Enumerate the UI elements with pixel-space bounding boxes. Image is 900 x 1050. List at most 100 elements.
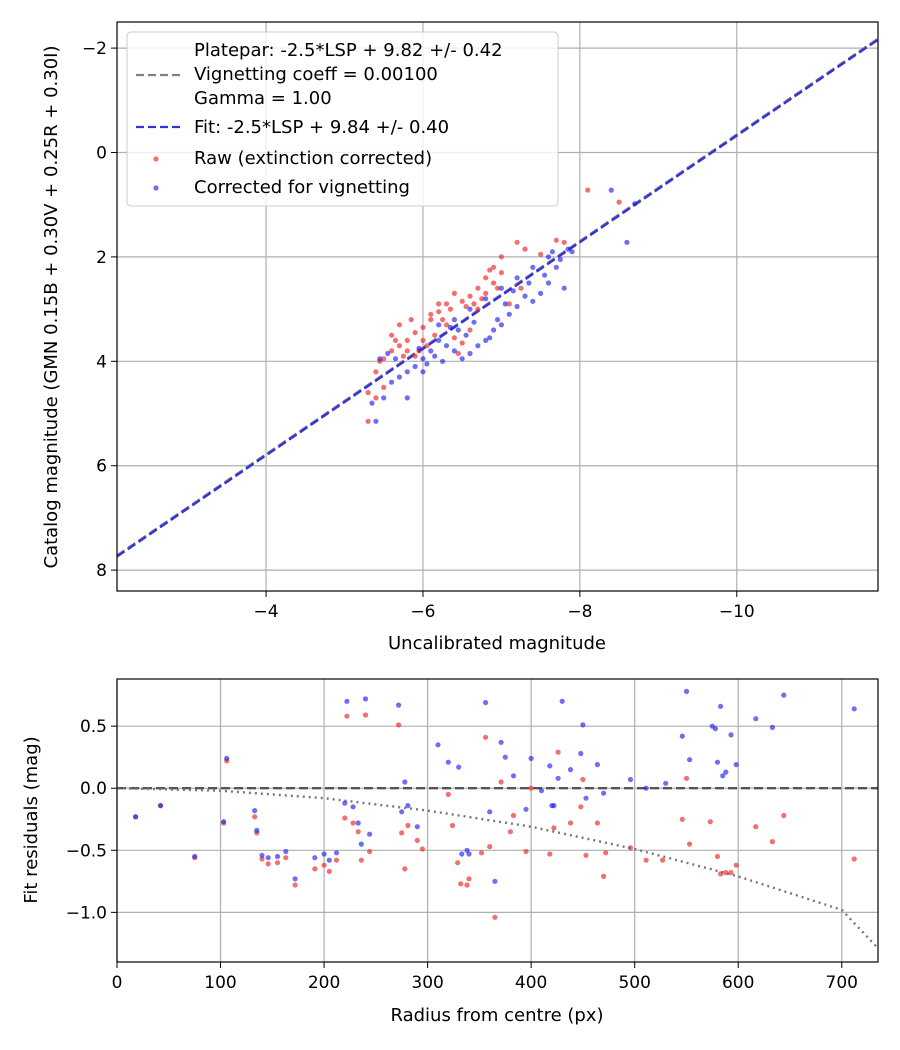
bottom-raw-point bbox=[753, 824, 759, 830]
top-raw-point bbox=[389, 332, 395, 338]
bottom-x-tick-label: 700 bbox=[826, 973, 858, 993]
bottom-raw-point bbox=[464, 882, 470, 888]
bottom-x-tick-label: 200 bbox=[308, 973, 340, 993]
top-x-tick-label: −4 bbox=[254, 602, 279, 622]
legend-box bbox=[126, 31, 559, 207]
top-raw-point bbox=[491, 280, 497, 286]
bottom-raw-point bbox=[603, 850, 609, 856]
top-corrected-point bbox=[483, 337, 489, 343]
bottom-corrected-point bbox=[559, 698, 565, 704]
bottom-raw-point bbox=[483, 734, 489, 740]
top-raw-point bbox=[389, 348, 395, 354]
legend-vignetting-label: Vignetting coeff = 0.00100 bbox=[194, 64, 438, 85]
top-corrected-point bbox=[565, 246, 571, 252]
top-corrected-point bbox=[412, 363, 418, 370]
bottom-corrected-point bbox=[851, 706, 857, 712]
bottom-raw-point bbox=[683, 775, 690, 781]
top-raw-point bbox=[459, 298, 465, 304]
top-raw-point bbox=[420, 324, 426, 330]
bottom-raw-point bbox=[781, 812, 787, 819]
top-raw-point bbox=[487, 267, 493, 273]
bottom-corrected-point bbox=[523, 806, 529, 812]
bottom-raw-point bbox=[510, 812, 517, 819]
bottom-chart: 0 100 200 300 400 500 600 700 0.5 0.0 −0.5 −1.0 Ra… bbox=[21, 678, 879, 1026]
top-raw-point bbox=[451, 335, 457, 341]
top-corrected-point bbox=[463, 332, 469, 338]
top-raw-point bbox=[491, 264, 497, 270]
bottom-corrected-point bbox=[326, 857, 332, 863]
bottom-raw-point bbox=[718, 871, 724, 877]
bottom-raw-point bbox=[355, 829, 361, 835]
bottom-corrected-point bbox=[355, 820, 361, 826]
top-raw-point bbox=[392, 337, 399, 343]
top-corrected-point bbox=[538, 290, 544, 296]
bottom-raw-point bbox=[601, 873, 607, 880]
top-corrected-point bbox=[553, 264, 559, 270]
top-scatter-points bbox=[365, 187, 638, 424]
bottom-raw-point bbox=[551, 825, 557, 831]
bottom-corrected-point bbox=[265, 855, 271, 861]
top-corrected-point bbox=[451, 317, 457, 323]
top-raw-point bbox=[404, 337, 410, 343]
top-corrected-point bbox=[436, 337, 442, 343]
top-corrected-point bbox=[471, 319, 477, 325]
bottom-corrected-point bbox=[594, 762, 601, 768]
top-corrected-point bbox=[404, 369, 410, 375]
bottom-reference-lines bbox=[117, 787, 878, 950]
bottom-corrected-point bbox=[224, 755, 230, 762]
top-corrected-point bbox=[377, 356, 383, 362]
bottom-corrected-point bbox=[781, 692, 787, 698]
bottom-raw-point bbox=[487, 844, 493, 850]
bottom-raw-point bbox=[523, 848, 529, 855]
bottom-raw-point bbox=[265, 861, 271, 867]
bottom-corrected-point bbox=[728, 732, 734, 738]
top-x-ticks: −4 −6 −8 −10 bbox=[254, 591, 755, 622]
bottom-corrected-point bbox=[483, 700, 489, 706]
bottom-corrected-point bbox=[259, 852, 265, 858]
top-corrected-point bbox=[530, 264, 536, 270]
bottom-raw-point bbox=[367, 848, 373, 855]
top-corrected-point bbox=[428, 348, 434, 354]
top-raw-point bbox=[412, 353, 418, 359]
bottom-raw-point bbox=[283, 855, 289, 861]
top-corrected-point bbox=[632, 201, 638, 207]
top-corrected-point bbox=[451, 348, 457, 354]
top-corrected-point bbox=[510, 288, 516, 294]
bottom-raw-point bbox=[321, 862, 327, 868]
top-raw-point bbox=[483, 275, 489, 281]
top-x-tick-label: −10 bbox=[719, 602, 755, 622]
bottom-raw-point bbox=[679, 816, 685, 822]
top-corrected-point bbox=[491, 327, 497, 333]
legend-platepar-label: Platepar: -2.5*LSP + 9.82 +/- 0.42 bbox=[194, 40, 503, 61]
bottom-corrected-point bbox=[333, 850, 340, 856]
top-raw-point bbox=[396, 322, 402, 328]
bottom-corrected-point bbox=[344, 698, 350, 704]
bottom-raw-point bbox=[578, 804, 584, 810]
bottom-raw-point bbox=[396, 722, 402, 728]
bottom-raw-point bbox=[466, 876, 472, 882]
bottom-corrected-point bbox=[627, 776, 634, 783]
top-raw-point bbox=[396, 343, 402, 349]
bottom-raw-point bbox=[492, 914, 498, 920]
bottom-y-tick-label: −1.0 bbox=[66, 903, 107, 923]
top-corrected-point bbox=[396, 374, 402, 380]
bottom-raw-point bbox=[733, 862, 739, 868]
top-x-tick-label: −8 bbox=[567, 602, 592, 622]
top-y-tick-label: 0 bbox=[96, 144, 107, 164]
bottom-raw-point bbox=[362, 712, 369, 718]
top-raw-point bbox=[365, 390, 371, 396]
bottom-raw-point bbox=[449, 822, 456, 829]
bottom-raw-point bbox=[627, 845, 634, 851]
bottom-raw-point bbox=[419, 846, 425, 852]
bottom-corrected-point bbox=[362, 696, 369, 702]
top-raw-point bbox=[467, 327, 473, 333]
top-corrected-point bbox=[487, 335, 493, 341]
top-corrected-point bbox=[542, 272, 548, 278]
top-corrected-point bbox=[569, 249, 575, 255]
top-corrected-point bbox=[557, 256, 563, 263]
bottom-corrected-point bbox=[157, 803, 164, 809]
bottom-corrected-point bbox=[498, 739, 504, 745]
top-corrected-point bbox=[416, 345, 422, 351]
bottom-corrected-point bbox=[342, 800, 348, 806]
